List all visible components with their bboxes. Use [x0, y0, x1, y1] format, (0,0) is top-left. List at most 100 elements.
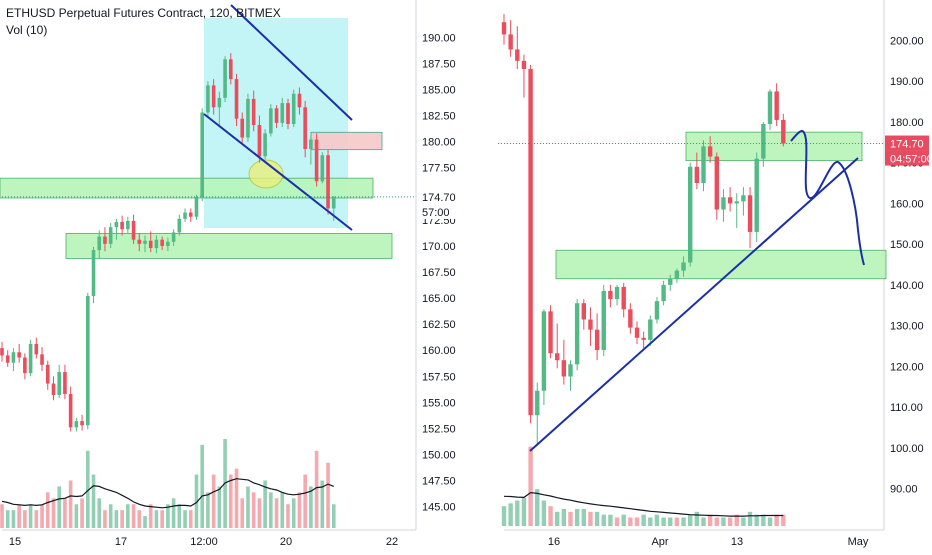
- right-candle-body: [754, 158, 759, 232]
- left-x-tick-label: 12:00: [190, 536, 218, 548]
- left-volume-bar: [108, 504, 113, 528]
- left-candle-body: [286, 103, 290, 124]
- right-volume-bar: [774, 514, 779, 526]
- right-candle-body: [741, 195, 746, 202]
- left-candle-body: [326, 155, 330, 209]
- right-y-tick-label: 160.00: [890, 198, 924, 210]
- left-last-price-tag: [417, 188, 457, 204]
- left-candle-body: [114, 221, 119, 228]
- left-candle-body: [177, 218, 182, 233]
- left-candle-body: [211, 85, 216, 108]
- right-x-tick-label: 16: [548, 536, 560, 548]
- left-volume-bar: [160, 510, 164, 528]
- left-y-tick-label: 145.00: [422, 502, 456, 514]
- left-volume-bar: [148, 504, 153, 528]
- resistance-zone-upper: [685, 131, 863, 162]
- left-volume-bar: [291, 498, 296, 528]
- right-candle-body: [581, 303, 586, 320]
- right-volume-bar: [568, 511, 573, 526]
- right-volume-bar: [561, 509, 567, 526]
- left-volume-bar: [331, 504, 336, 528]
- right-volume-bar: [727, 517, 733, 526]
- right-candle-body: [701, 146, 706, 184]
- left-candle-body: [223, 59, 227, 98]
- right-countdown-label: 04:57:00: [890, 154, 932, 166]
- left-candle-body: [206, 85, 210, 113]
- right-volume-bar: [521, 497, 527, 526]
- left-candle-body: [5, 355, 10, 363]
- right-candle-body: [668, 278, 673, 285]
- right-candle-body: [614, 286, 620, 300]
- left-candle-body: [51, 383, 56, 396]
- left-candle-body: [68, 393, 73, 428]
- left-volume-bar: [171, 498, 176, 528]
- right-candle-body: [694, 166, 700, 184]
- right-volume-bar: [747, 511, 753, 526]
- right-candle-body: [521, 60, 527, 70]
- right-candle-body: [634, 327, 640, 338]
- left-candle-body: [131, 220, 136, 240]
- right-volume-bar: [681, 517, 686, 526]
- right-candle-body: [574, 303, 580, 365]
- right-volume-ma-line: [503, 491, 784, 517]
- right-candle-body: [674, 270, 680, 279]
- right-x-tick-label: May: [848, 536, 869, 548]
- left-candle-body: [86, 295, 90, 426]
- right-volume-bar: [621, 514, 626, 526]
- wedge-upper-trendline: [230, 4, 353, 121]
- left-candle-body: [28, 343, 33, 374]
- left-y-tick-label: 162.50: [422, 319, 456, 331]
- left-candle-body: [108, 227, 113, 244]
- left-candle-body: [171, 232, 176, 242]
- left-candle-body: [74, 421, 79, 428]
- left-candle-body: [246, 98, 250, 138]
- right-candle-body: [648, 319, 653, 340]
- right-volume-bar: [754, 514, 759, 526]
- left-candle-body: [183, 212, 187, 219]
- left-candle-body: [57, 372, 61, 396]
- left-volume-bar: [246, 486, 250, 528]
- left-volume-bar: [143, 516, 147, 528]
- right-candle-body: [721, 197, 726, 210]
- left-y-tick-label: 187.50: [422, 58, 456, 70]
- left-volume-bar: [97, 498, 102, 528]
- right-volume-bar: [654, 514, 660, 526]
- left-x-tick-label: 15: [9, 536, 21, 548]
- support-zone-lower: [555, 249, 887, 280]
- left-volume-bar: [194, 474, 199, 528]
- right-candle-body: [727, 197, 733, 204]
- right-y-tick-label: 190.00: [890, 76, 924, 88]
- right-volume-bar: [574, 509, 580, 526]
- left-candle-body: [274, 108, 279, 123]
- right-volume-bar: [668, 517, 673, 526]
- left-volume-bar: [280, 492, 285, 528]
- right-y-tick-label: 150.00: [890, 239, 924, 251]
- right-candle-body: [781, 119, 786, 144]
- right-y-tick-label: 120.00: [890, 361, 924, 373]
- right-candle-body: [774, 91, 779, 120]
- left-candle-body: [91, 250, 96, 296]
- left-candle-body: [229, 59, 233, 80]
- right-candle-body: [734, 201, 739, 204]
- right-volume-bar: [614, 517, 620, 526]
- left-volume-bar: [114, 510, 119, 528]
- left-y-tick-label: 185.00: [422, 85, 456, 97]
- right-volume-bar: [608, 514, 613, 526]
- right-volume-bar: [555, 511, 560, 526]
- left-candle-body: [234, 79, 239, 119]
- right-volume-bar: [535, 489, 540, 526]
- support-zone-upper: [0, 177, 374, 199]
- left-candle-body: [34, 343, 39, 355]
- left-volume-bar: [68, 480, 73, 528]
- left-volume-bar: [86, 450, 90, 528]
- left-volume-bar: [120, 510, 124, 528]
- right-volume-bar: [694, 511, 700, 526]
- left-candle-body: [309, 139, 313, 149]
- right-volume-bar: [767, 517, 773, 526]
- right-candle-body: [714, 156, 719, 210]
- left-y-tick-label: 152.50: [422, 423, 456, 435]
- left-y-tick-label: 177.50: [422, 163, 456, 175]
- left-volume-bar: [23, 510, 27, 528]
- left-volume-bar: [286, 504, 290, 528]
